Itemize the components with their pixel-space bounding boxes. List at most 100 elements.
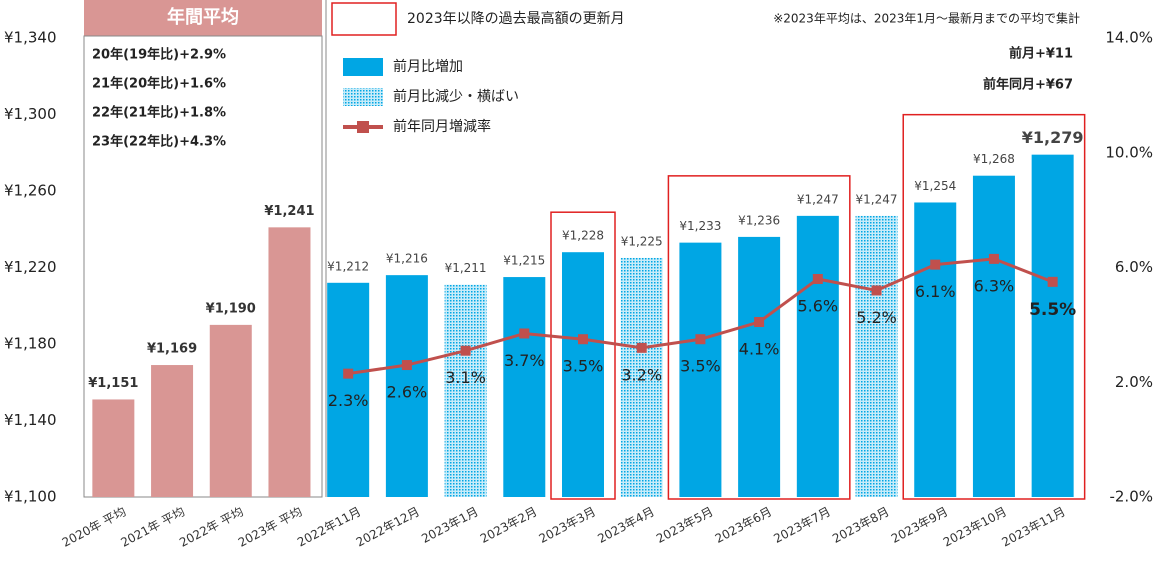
bar xyxy=(385,275,428,497)
highlight-legend-box xyxy=(331,2,397,36)
note: ※2023年平均は、2023年1月～最新月までの平均で集計 xyxy=(773,11,1080,26)
y2-tick-label: -2.0% xyxy=(1109,488,1153,506)
bar xyxy=(679,242,722,497)
bar-value-label: ¥1,279 xyxy=(1022,128,1084,147)
line-value-label: 3.1% xyxy=(445,368,486,387)
x-tick-label: 2023年11月 xyxy=(999,504,1067,549)
line-value-label: 6.3% xyxy=(974,276,1015,295)
y2-tick-label: 6.0% xyxy=(1115,258,1153,276)
x-tick-label: 2023年1月 xyxy=(419,504,480,546)
y-tick-label: ¥1,340 xyxy=(4,29,57,47)
line-marker xyxy=(695,334,706,345)
line-marker xyxy=(1047,276,1058,287)
highlight-box xyxy=(902,113,1086,500)
bar xyxy=(327,282,370,497)
y2-tick-label: 10.0% xyxy=(1105,143,1153,161)
bar xyxy=(620,257,663,497)
bar-value-label: ¥1,247 xyxy=(856,192,898,206)
bar-value-label: ¥1,169 xyxy=(147,342,197,357)
line-marker xyxy=(871,285,882,296)
bar-value-label: ¥1,241 xyxy=(264,204,314,219)
annual-growth: 20年(19年比)+2.9% xyxy=(92,47,226,63)
line-marker xyxy=(636,342,647,353)
line-marker xyxy=(578,334,588,345)
line-value-label: 5.6% xyxy=(797,296,838,315)
bar xyxy=(738,236,781,497)
legend-label: 前年同月増減率 xyxy=(393,118,491,135)
x-tick-label: 2022年 平均 xyxy=(177,504,246,549)
line-marker xyxy=(401,360,412,371)
bar-value-label: ¥1,211 xyxy=(445,261,487,275)
line-value-label: 5.2% xyxy=(856,308,897,327)
line-marker xyxy=(930,259,941,270)
mom-note: 前月+¥11 xyxy=(1009,46,1073,62)
x-tick-label: 2022年12月 xyxy=(354,504,422,549)
y2-tick-label: 14.0% xyxy=(1105,29,1153,47)
x-tick-label: 2023年4月 xyxy=(595,504,656,546)
x-tick-label: 2023年2月 xyxy=(478,504,539,546)
highlight-box xyxy=(550,211,616,500)
y-tick-label: ¥1,140 xyxy=(4,411,57,429)
line-marker xyxy=(812,273,823,284)
y-tick-label: ¥1,180 xyxy=(4,335,57,353)
bar xyxy=(1031,154,1074,497)
bar-value-label: ¥1,151 xyxy=(88,376,138,391)
x-tick-label: 2022年11月 xyxy=(295,504,363,549)
bar xyxy=(444,284,487,497)
bar xyxy=(562,252,604,497)
highlight-box xyxy=(667,175,851,500)
bar xyxy=(268,227,311,497)
y2-tick-label: 2.0% xyxy=(1115,373,1153,391)
bar-value-label: ¥1,236 xyxy=(738,213,780,227)
legend-label: 前月比減少・横ばい xyxy=(393,88,519,105)
line-marker xyxy=(754,317,765,328)
x-tick-label: 2023年 平均 xyxy=(236,504,305,549)
x-tick-label: 2023年10月 xyxy=(941,504,1009,549)
x-tick-label: 2023年5月 xyxy=(654,504,715,546)
bar-value-label: ¥1,212 xyxy=(327,259,369,273)
bar-value-label: ¥1,216 xyxy=(386,252,428,266)
y-tick-label: ¥1,300 xyxy=(4,105,57,123)
bar xyxy=(855,215,898,498)
line-value-label: 3.5% xyxy=(680,357,721,376)
x-tick-label: 2021年 平均 xyxy=(118,504,187,549)
legend-swatch xyxy=(343,88,383,106)
line-value-label: 6.1% xyxy=(915,282,956,301)
line-value-label: 2.6% xyxy=(387,383,428,402)
bar xyxy=(796,215,839,498)
legend-label: 前月比増加 xyxy=(393,58,463,75)
legend-marker xyxy=(357,121,369,133)
bar-value-label: ¥1,268 xyxy=(973,152,1015,166)
x-tick-label: 2023年7月 xyxy=(771,504,832,546)
line-value-label: 3.2% xyxy=(621,365,662,384)
line-value-label: 3.7% xyxy=(504,351,545,370)
line-value-label: 4.1% xyxy=(739,340,780,359)
x-tick-label: 2023年6月 xyxy=(713,504,774,546)
bar-value-label: ¥1,254 xyxy=(914,179,956,193)
line-value-label: 5.5% xyxy=(1029,300,1076,320)
bar-value-label: ¥1,233 xyxy=(679,219,721,233)
x-tick-label: 2020年 平均 xyxy=(60,504,129,549)
x-tick-label: 2023年8月 xyxy=(830,504,891,546)
bar-value-label: ¥1,215 xyxy=(503,254,545,268)
bar xyxy=(503,277,546,497)
bar xyxy=(914,202,957,497)
yoy-note: 前年同月+¥67 xyxy=(983,77,1073,93)
bar xyxy=(972,175,1015,497)
annual-growth: 23年(22年比)+4.3% xyxy=(92,134,226,150)
annual-header: 年間平均 xyxy=(167,6,239,28)
bar-value-label: ¥1,225 xyxy=(621,234,663,248)
line-value-label: 2.3% xyxy=(328,391,369,410)
highlight-legend: 2023年以降の過去最高額の更新月 xyxy=(407,10,625,27)
bar-value-label: ¥1,228 xyxy=(562,229,604,243)
line-marker xyxy=(988,253,999,264)
x-tick-label: 2023年3月 xyxy=(537,504,598,546)
y-tick-label: ¥1,220 xyxy=(4,258,57,276)
bar xyxy=(209,324,252,497)
line-marker xyxy=(519,328,530,339)
bar-value-label: ¥1,247 xyxy=(797,192,839,206)
legend-swatch xyxy=(343,58,383,76)
annual-growth: 22年(21年比)+1.8% xyxy=(92,105,226,121)
bar-value-label: ¥1,190 xyxy=(206,301,256,316)
